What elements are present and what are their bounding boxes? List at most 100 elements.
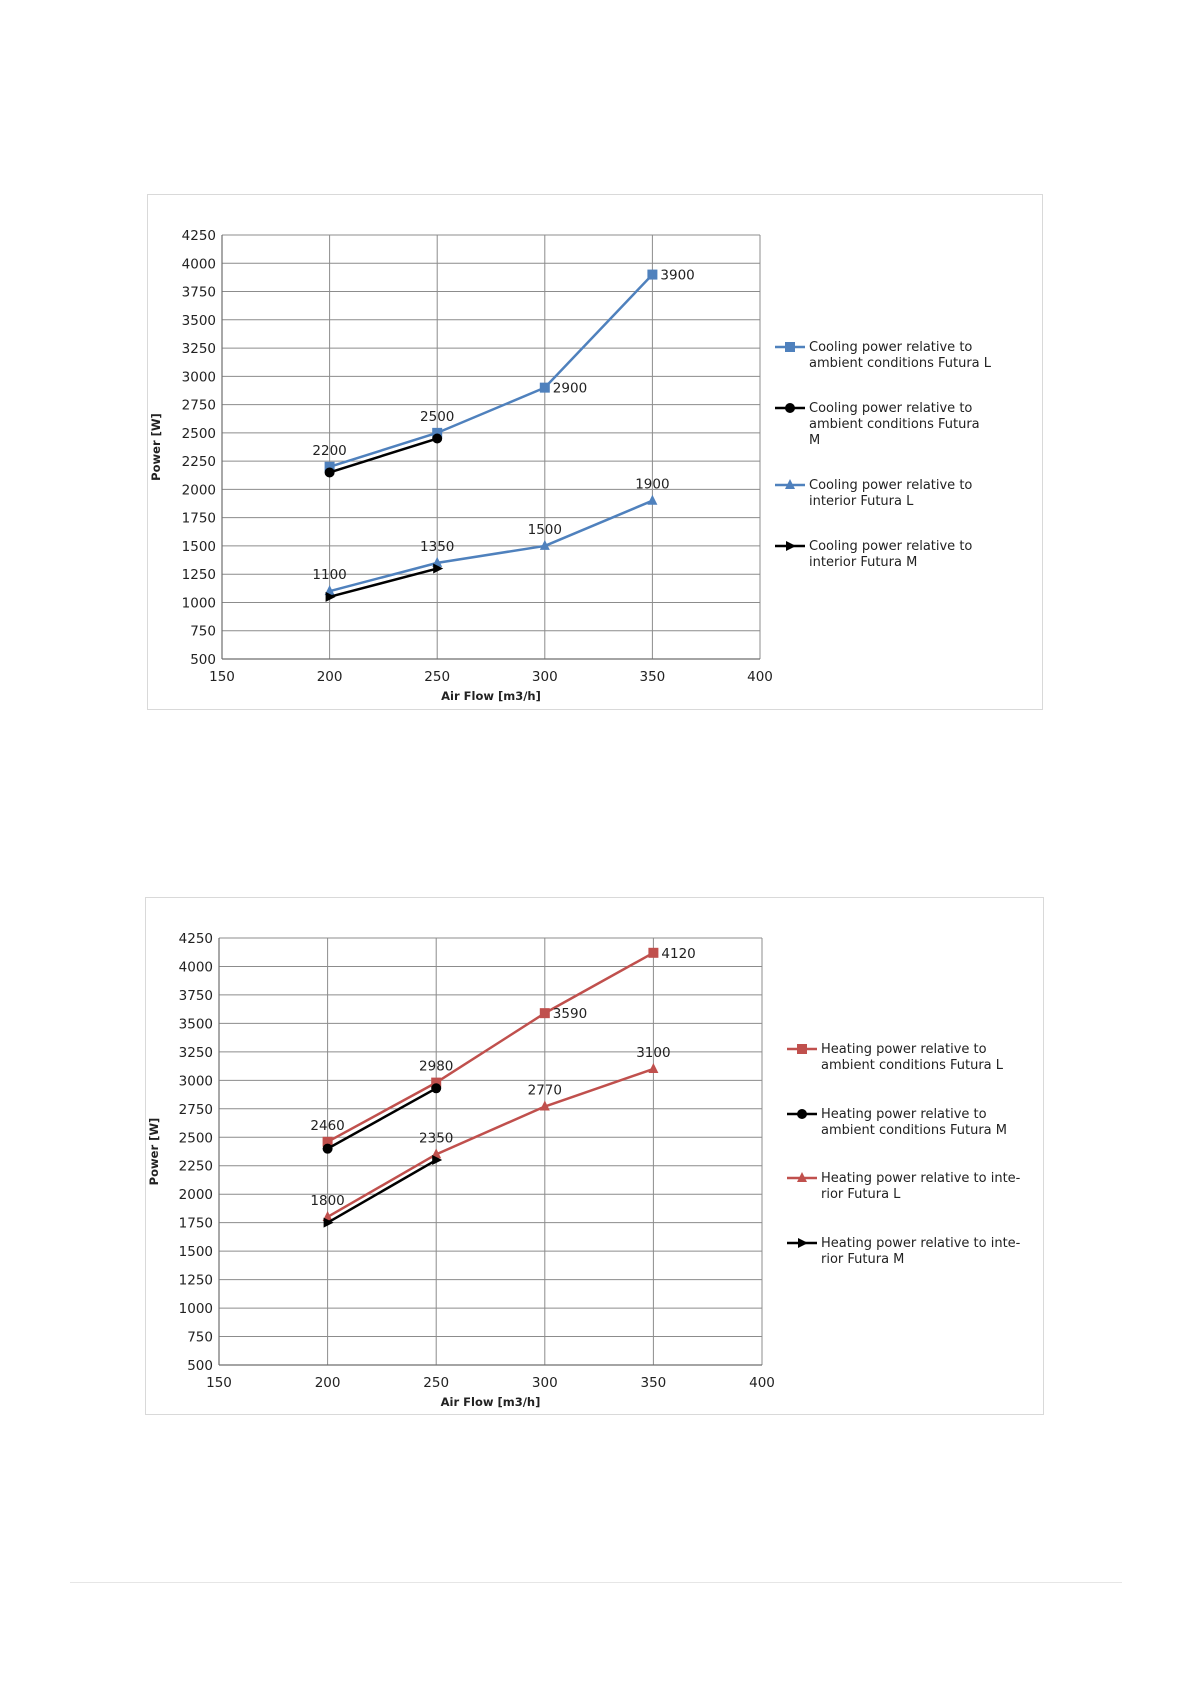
x-tick-label: 150 <box>209 669 235 685</box>
y-tick-label: 3250 <box>182 341 216 357</box>
data-label: 3900 <box>660 268 694 284</box>
legend-marker <box>797 1109 807 1119</box>
data-point <box>539 539 550 550</box>
data-point <box>431 1083 442 1094</box>
legend-label: Cooling power relative to <box>809 478 972 493</box>
y-tick-label: 2000 <box>179 1187 213 1203</box>
y-tick-label: 2500 <box>179 1130 213 1146</box>
y-tick-label: 1750 <box>182 511 216 527</box>
legend-label: Heating power relative to inte- <box>821 1236 1021 1251</box>
y-axis-title: Power [W] <box>149 413 163 481</box>
y-tick-label: 1750 <box>179 1216 213 1232</box>
data-label: 1350 <box>420 539 454 555</box>
data-label: 3590 <box>553 1006 587 1022</box>
y-tick-label: 4000 <box>182 256 216 272</box>
data-label: 2900 <box>553 381 587 397</box>
data-label: 1500 <box>528 522 562 538</box>
legend-label: Heating power relative to inte- <box>821 1171 1021 1186</box>
legend-marker <box>785 479 795 489</box>
y-tick-label: 2500 <box>182 426 216 442</box>
legend-label: Heating power relative to <box>821 1107 987 1122</box>
data-point <box>322 1143 333 1154</box>
series-line <box>329 437 438 474</box>
data-point <box>324 461 335 472</box>
y-tick-label: 3500 <box>182 313 216 329</box>
x-tick-label: 250 <box>423 1375 449 1391</box>
data-point <box>324 467 335 478</box>
x-tick-label: 350 <box>640 669 666 685</box>
x-tick-label: 350 <box>641 1375 667 1391</box>
data-label: 2980 <box>419 1059 453 1075</box>
data-point <box>647 269 658 280</box>
y-tick-label: 4000 <box>179 959 213 975</box>
heating-power-chart: 500 750 1000 1250 1500 1750 2000 2250 2500 2750 30… <box>145 897 1044 1415</box>
y-tick-label: 1250 <box>179 1273 213 1289</box>
data-point <box>432 1155 443 1166</box>
data-label: 3100 <box>636 1045 670 1061</box>
data-label: 1900 <box>635 477 669 493</box>
y-tick-label: 1000 <box>179 1301 213 1317</box>
y-axis-title: Power [W] <box>147 1118 161 1186</box>
y-tick-label: 500 <box>187 1358 213 1374</box>
y-tick-label: 500 <box>190 652 216 668</box>
legend-label: ambient conditions Futura M <box>821 1123 1007 1138</box>
x-tick-label: 300 <box>532 669 558 685</box>
data-point <box>431 1077 442 1088</box>
series-line <box>326 1087 437 1150</box>
legend-marker <box>785 342 795 352</box>
x-axis-title: Air Flow [m3/h] <box>441 689 541 703</box>
data-label: 2200 <box>312 443 346 459</box>
data-point <box>432 433 443 444</box>
data-label: 1100 <box>312 567 346 583</box>
data-point <box>323 1217 334 1228</box>
data-point <box>539 1008 550 1019</box>
x-tick-label: 400 <box>749 1375 775 1391</box>
heating-chart-svg: 500 750 1000 1250 1500 1750 2000 2250 2500 2750 30… <box>147 931 1021 1409</box>
data-label: 2500 <box>420 409 454 425</box>
cooling-chart-svg: 500 750 1000 1250 1500 1750 2000 2250 2500 2750 30… <box>149 228 992 703</box>
legend-label: rior Futura L <box>821 1187 901 1202</box>
data-label: 2350 <box>419 1130 453 1146</box>
x-tick-label: 200 <box>317 669 343 685</box>
y-tick-label: 2000 <box>182 482 216 498</box>
data-point <box>648 1062 659 1073</box>
data-point <box>539 1100 550 1111</box>
x-tick-label: 400 <box>747 669 773 685</box>
x-tick-label: 300 <box>532 1375 558 1391</box>
x-axis-title: Air Flow [m3/h] <box>441 1395 541 1409</box>
legend-marker <box>786 541 796 551</box>
legend-label: M <box>809 433 820 448</box>
data-label: 4120 <box>661 946 695 962</box>
data-point <box>539 382 550 393</box>
y-tick-label: 2750 <box>179 1102 213 1118</box>
y-tick-label: 3750 <box>182 285 216 301</box>
series-line <box>329 499 653 593</box>
series-line <box>326 1158 437 1224</box>
y-tick-label: 4250 <box>179 931 213 947</box>
legend-label: Heating power relative to <box>821 1042 987 1057</box>
y-tick-label: 2250 <box>182 454 216 470</box>
series-line <box>326 1067 654 1219</box>
x-tick-label: 200 <box>315 1375 341 1391</box>
data-point <box>647 494 658 505</box>
data-point <box>648 947 659 958</box>
legend-label: Cooling power relative to <box>809 539 972 554</box>
y-tick-label: 750 <box>190 624 216 640</box>
legend-label: interior Futura L <box>809 494 914 509</box>
cooling-power-chart: 500 750 1000 1250 1500 1750 2000 2250 2500 2750 30… <box>147 194 1043 710</box>
y-tick-label: 1000 <box>182 595 216 611</box>
legend-marker <box>785 403 795 413</box>
legend-label: ambient conditions Futura <box>809 417 980 432</box>
legend-label: interior Futura M <box>809 555 917 570</box>
legend-label: ambient conditions Futura L <box>809 356 992 371</box>
y-tick-label: 3000 <box>182 369 216 385</box>
data-label: 2460 <box>310 1118 344 1134</box>
y-tick-label: 3000 <box>179 1073 213 1089</box>
series-line <box>327 951 655 1143</box>
footer-divider <box>70 1582 1122 1583</box>
data-point <box>432 427 443 438</box>
y-tick-label: 1500 <box>179 1244 213 1260</box>
y-tick-label: 3250 <box>179 1045 213 1061</box>
y-tick-label: 2250 <box>179 1159 213 1175</box>
legend-label: Cooling power relative to <box>809 340 972 355</box>
